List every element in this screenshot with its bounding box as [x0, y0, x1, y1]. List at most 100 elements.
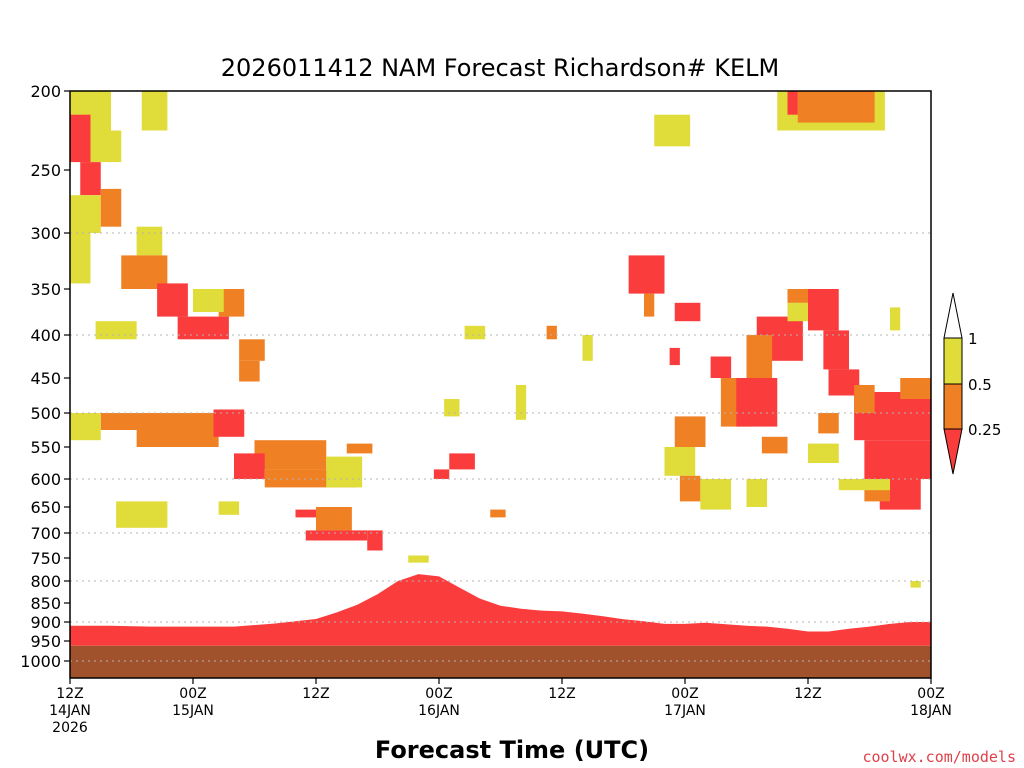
plot-frame — [69, 90, 932, 679]
ri-region-y — [464, 325, 486, 340]
ri-region-r — [157, 283, 188, 317]
ri-region-o — [900, 378, 931, 399]
ri-region-r — [295, 509, 316, 518]
ri-region-o — [546, 325, 557, 340]
ri-region-y — [664, 447, 696, 476]
ri-region-o — [100, 413, 214, 430]
x-tick-label: 15JAN — [172, 703, 214, 719]
y-tick-label: 550 — [30, 438, 61, 457]
ri-region-r — [823, 330, 849, 370]
ri-region-y — [910, 581, 921, 588]
heatmap-cells — [70, 91, 931, 678]
credit-text: coolwx.com/models — [862, 748, 1016, 766]
y-tick-label: 300 — [30, 224, 61, 243]
x-tick-label: 17JAN — [664, 703, 706, 719]
ri-region-y — [136, 226, 163, 256]
ri-region-o — [100, 188, 122, 227]
ri-region-o — [854, 385, 875, 413]
ri-region-r — [234, 453, 265, 479]
y-tick-label: 700 — [30, 524, 61, 543]
ri-region-r — [736, 378, 778, 427]
legend-level-label: 0.5 — [968, 376, 992, 394]
ri-region-y — [116, 501, 168, 528]
x-axis-label: Forecast Time (UTC) — [375, 736, 649, 764]
x-tick-label: 00Z — [179, 686, 206, 702]
y-tick-label: 500 — [30, 404, 61, 423]
x-tick-label: 12Z — [548, 686, 575, 702]
legend-swatch-025-05 — [943, 383, 963, 430]
ri-region-r — [787, 91, 798, 115]
ri-region-r — [628, 255, 665, 294]
ri-region-o — [239, 360, 260, 382]
ri-region-y — [326, 456, 363, 488]
ri-region-r — [177, 316, 229, 340]
ri-region-y — [70, 413, 101, 441]
ri-region-o — [818, 413, 839, 434]
y-tick-label: 600 — [30, 470, 61, 489]
ri-region-r — [449, 453, 475, 470]
plot-area — [69, 90, 932, 679]
x-tick-label: 12Z — [56, 686, 83, 702]
y-tick-label: 450 — [30, 369, 61, 388]
ri-region-y — [700, 479, 732, 510]
ri-region-r — [433, 469, 450, 479]
x-tick-label: 00Z — [917, 686, 944, 702]
ri-region-r — [367, 530, 383, 551]
ri-region-o — [644, 293, 655, 317]
legend-level-label: 0.25 — [968, 421, 1001, 439]
y-tick-label: 250 — [30, 161, 61, 180]
x-tick-label: 00Z — [425, 686, 452, 702]
legend-swatch-lt025 — [943, 428, 963, 475]
x-tick-label: 18JAN — [910, 703, 952, 719]
y-axis: 200 250 300 350 400 450 500 550 600 650 700 750 800 8… — [20, 82, 70, 671]
y-tick-label: 200 — [30, 82, 61, 101]
ri-region-y — [746, 479, 767, 507]
x-tick-label: 14JAN — [49, 703, 91, 719]
ri-region-o — [797, 91, 875, 123]
low-level-red-band — [70, 574, 931, 646]
ri-region-r — [710, 356, 732, 378]
x-tick-label: 12Z — [302, 686, 329, 702]
y-tick-label: 950 — [30, 632, 61, 651]
ri-region-y — [890, 307, 901, 331]
ri-region-o — [679, 475, 701, 502]
chart-title: 2026011412 NAM Forecast Richardson# KELM — [221, 54, 779, 82]
ri-region-y — [838, 479, 890, 491]
x-tick-label: 2026 — [52, 720, 88, 736]
x-tick-label: 00Z — [671, 686, 698, 702]
ri-region-r — [669, 347, 680, 366]
legend-swatch-05-1 — [943, 337, 963, 385]
ri-region-r — [674, 302, 701, 322]
y-tick-label: 400 — [30, 326, 61, 345]
ri-region-y — [582, 335, 593, 361]
ri-region-o — [254, 440, 327, 470]
ri-region-y — [95, 321, 137, 340]
ri-region-y — [808, 443, 839, 463]
legend-swatch-gt1 — [943, 292, 963, 339]
ri-region-o — [239, 339, 265, 361]
y-tick-label: 650 — [30, 498, 61, 517]
ri-region-y — [141, 91, 168, 131]
y-tick-label: 800 — [30, 572, 61, 591]
ground-below-surface — [70, 645, 931, 678]
ri-region-r — [864, 440, 931, 479]
ri-region-r — [305, 530, 368, 541]
legend-level-label: 1 — [968, 330, 978, 348]
x-tick-label: 16JAN — [418, 703, 460, 719]
ri-region-r — [80, 162, 101, 196]
ri-region-o — [746, 335, 773, 378]
ri-region-y — [408, 555, 429, 563]
ri-region-y — [444, 399, 460, 417]
y-tick-label: 750 — [30, 549, 61, 568]
ri-region-y — [787, 302, 808, 322]
ri-region-y — [70, 233, 91, 284]
ri-region-y — [90, 130, 122, 163]
ri-region-o — [346, 443, 373, 454]
ri-region-o — [136, 430, 219, 447]
x-tick-label: 12Z — [794, 686, 821, 702]
ri-region-o — [490, 509, 506, 518]
ri-region-y — [193, 289, 224, 312]
ri-region-y — [515, 385, 527, 420]
